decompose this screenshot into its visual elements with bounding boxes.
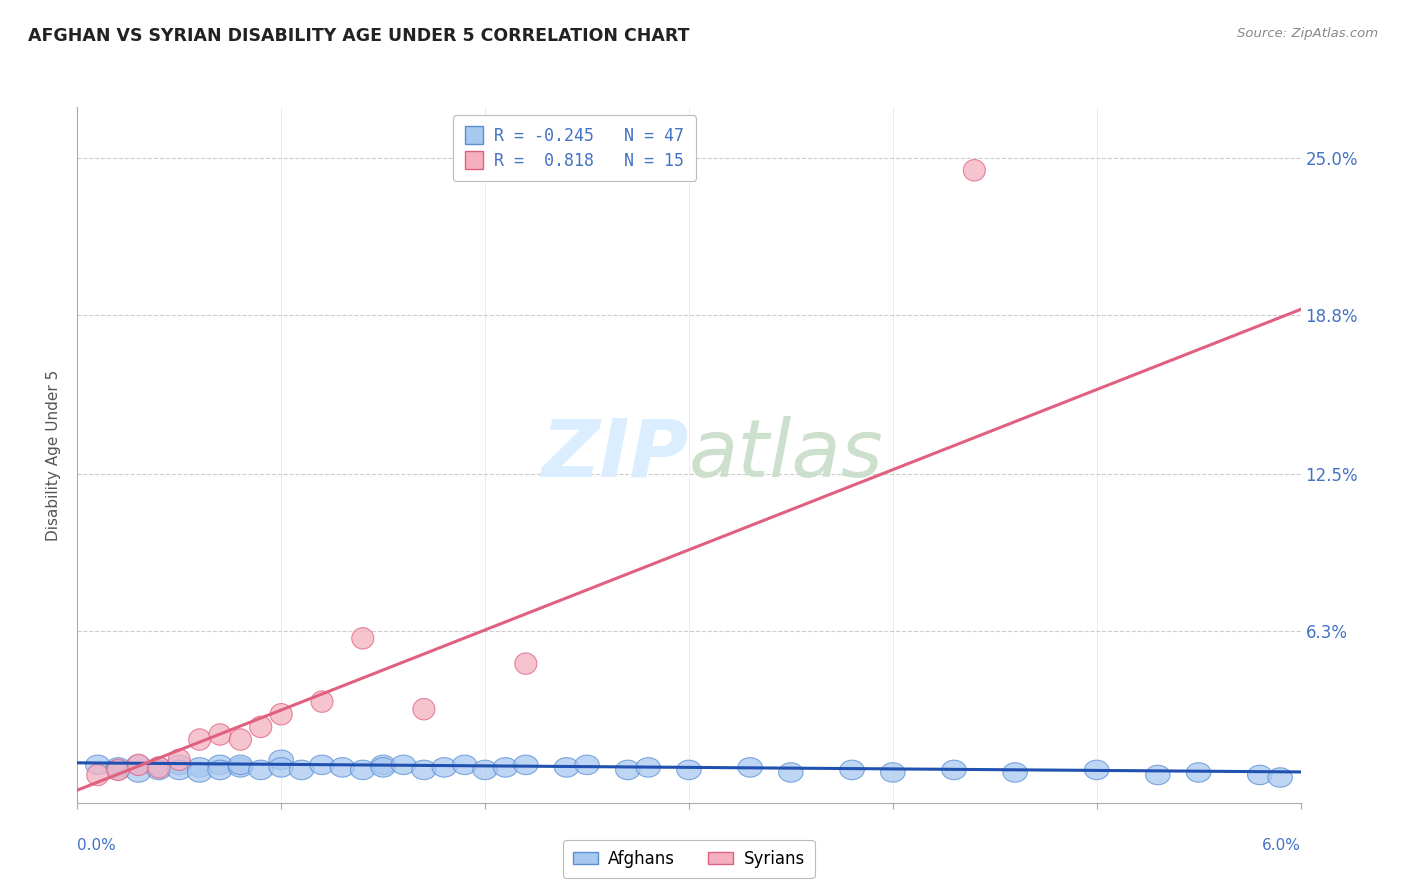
Ellipse shape [1268, 768, 1292, 788]
Ellipse shape [515, 653, 537, 674]
Ellipse shape [453, 756, 477, 774]
Ellipse shape [1084, 760, 1109, 780]
Ellipse shape [554, 757, 579, 777]
Ellipse shape [208, 760, 232, 780]
Ellipse shape [494, 757, 517, 777]
Ellipse shape [779, 763, 803, 782]
Text: 0.0%: 0.0% [77, 838, 117, 854]
Ellipse shape [209, 723, 231, 745]
Ellipse shape [228, 756, 253, 774]
Ellipse shape [127, 763, 150, 782]
Ellipse shape [1187, 763, 1211, 782]
Ellipse shape [309, 756, 335, 774]
Ellipse shape [148, 756, 170, 778]
Ellipse shape [352, 628, 374, 649]
Ellipse shape [290, 760, 314, 780]
Ellipse shape [188, 729, 211, 750]
Ellipse shape [127, 756, 150, 774]
Ellipse shape [269, 757, 294, 777]
Ellipse shape [269, 750, 294, 770]
Ellipse shape [839, 760, 865, 780]
Ellipse shape [311, 691, 333, 713]
Ellipse shape [412, 760, 436, 780]
Ellipse shape [391, 756, 416, 774]
Ellipse shape [169, 749, 190, 771]
Ellipse shape [146, 760, 172, 780]
Ellipse shape [128, 754, 149, 775]
Ellipse shape [575, 756, 599, 774]
Ellipse shape [208, 756, 232, 774]
Ellipse shape [228, 757, 253, 777]
Ellipse shape [472, 760, 498, 780]
Text: ZIP: ZIP [541, 416, 689, 494]
Ellipse shape [330, 757, 354, 777]
Ellipse shape [371, 757, 395, 777]
Ellipse shape [167, 760, 191, 780]
Ellipse shape [187, 757, 212, 777]
Ellipse shape [513, 756, 538, 774]
Text: atlas: atlas [689, 416, 884, 494]
Ellipse shape [187, 763, 212, 782]
Ellipse shape [270, 704, 292, 725]
Ellipse shape [942, 760, 966, 780]
Ellipse shape [86, 756, 110, 774]
Ellipse shape [676, 760, 702, 780]
Ellipse shape [350, 760, 375, 780]
Ellipse shape [105, 757, 131, 777]
Legend: Afghans, Syrians: Afghans, Syrians [564, 840, 814, 878]
Ellipse shape [167, 756, 191, 774]
Ellipse shape [413, 698, 434, 720]
Ellipse shape [616, 760, 640, 780]
Ellipse shape [1247, 765, 1272, 785]
Ellipse shape [250, 716, 271, 738]
Ellipse shape [880, 763, 905, 782]
Text: Source: ZipAtlas.com: Source: ZipAtlas.com [1237, 27, 1378, 40]
Text: 6.0%: 6.0% [1261, 838, 1301, 854]
Ellipse shape [87, 764, 108, 786]
Y-axis label: Disability Age Under 5: Disability Age Under 5 [46, 369, 62, 541]
Ellipse shape [229, 729, 252, 750]
Ellipse shape [249, 760, 273, 780]
Ellipse shape [636, 757, 661, 777]
Ellipse shape [432, 757, 457, 777]
Ellipse shape [146, 757, 172, 777]
Ellipse shape [963, 160, 986, 181]
Ellipse shape [1146, 765, 1170, 785]
Text: AFGHAN VS SYRIAN DISABILITY AGE UNDER 5 CORRELATION CHART: AFGHAN VS SYRIAN DISABILITY AGE UNDER 5 … [28, 27, 689, 45]
Ellipse shape [371, 756, 395, 774]
Ellipse shape [738, 757, 762, 777]
Ellipse shape [105, 760, 131, 780]
Ellipse shape [1002, 763, 1028, 782]
Ellipse shape [107, 759, 129, 780]
